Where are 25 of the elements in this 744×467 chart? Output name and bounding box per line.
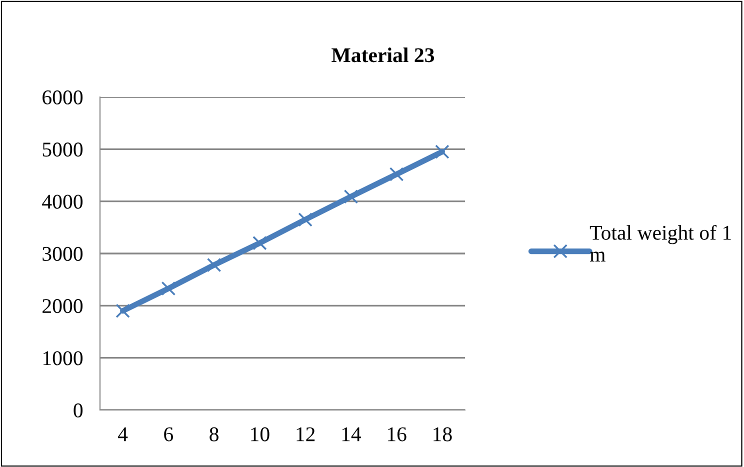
point bbox=[161, 281, 176, 296]
x-tick-label: 18 bbox=[434, 427, 452, 442]
point bbox=[435, 144, 450, 159]
y-tick-label: 6000 bbox=[42, 90, 83, 104]
y-tick-label: 4000 bbox=[42, 194, 83, 209]
point bbox=[344, 189, 358, 204]
y-tick-label: 0 bbox=[74, 403, 83, 418]
point bbox=[116, 304, 130, 318]
x-tick-label: 6 bbox=[164, 427, 174, 442]
x-tick-label: 10 bbox=[251, 427, 270, 442]
point bbox=[206, 258, 222, 272]
x-tick-label: 16 bbox=[388, 427, 406, 442]
x-tick-label: 14 bbox=[342, 427, 362, 442]
chart-title: Material 23 bbox=[332, 48, 434, 62]
x-tick-label: 12 bbox=[296, 427, 315, 442]
point bbox=[252, 236, 267, 250]
point bbox=[298, 212, 312, 227]
x-tick-label: 8 bbox=[210, 427, 218, 442]
y-tick-label: 5000 bbox=[42, 142, 83, 157]
y-tick-label: 1000 bbox=[44, 351, 83, 366]
x-tick-label: 4 bbox=[118, 427, 128, 442]
point bbox=[389, 167, 404, 182]
y-tick-label: 2000 bbox=[42, 299, 83, 314]
legend-label: Total weight of 1 m bbox=[590, 224, 731, 262]
y-tick-label: 3000 bbox=[42, 246, 83, 261]
